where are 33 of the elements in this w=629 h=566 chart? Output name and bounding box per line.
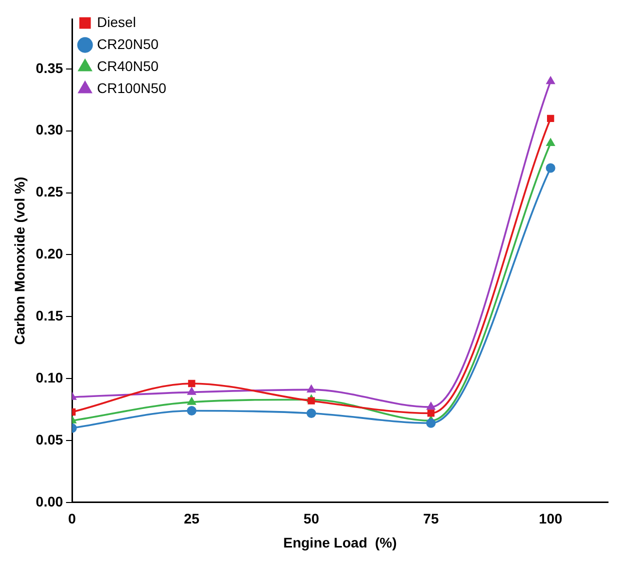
point bbox=[547, 114, 554, 122]
y-tick-label: 0.05 bbox=[36, 431, 64, 448]
y-tick-label: 0.10 bbox=[36, 369, 64, 386]
y-axis-title: Carbon Monoxide (vol %) bbox=[11, 176, 28, 345]
point bbox=[187, 387, 196, 395]
point bbox=[188, 380, 196, 388]
y-tick-label: 0.25 bbox=[36, 184, 64, 200]
legend-label: CR40N50 bbox=[97, 58, 159, 74]
legend-label: CR100N50 bbox=[97, 80, 167, 96]
point bbox=[308, 397, 315, 404]
x-tick-label: 100 bbox=[538, 510, 562, 527]
point bbox=[426, 402, 436, 410]
y-tick-label: 0.15 bbox=[36, 307, 64, 324]
x-axis-title: Engine Load (%) bbox=[283, 534, 397, 550]
point bbox=[546, 138, 555, 146]
y-tick-label: 0.35 bbox=[36, 60, 64, 76]
legend-label: CR20N50 bbox=[97, 36, 159, 52]
point bbox=[186, 406, 196, 416]
y-tick-label: 0.20 bbox=[36, 246, 64, 262]
point bbox=[427, 410, 435, 417]
point bbox=[546, 76, 555, 84]
point bbox=[546, 163, 556, 173]
x-tick-label: 75 bbox=[423, 510, 439, 527]
legend-label: Diesel bbox=[97, 14, 136, 30]
x-tick-label: 25 bbox=[184, 510, 200, 527]
point bbox=[307, 384, 316, 392]
y-tick-label: 0.30 bbox=[36, 122, 64, 138]
point bbox=[187, 397, 196, 405]
point bbox=[426, 418, 436, 428]
x-tick-label: 0 bbox=[68, 510, 76, 527]
x-tick-label: 50 bbox=[304, 510, 320, 527]
point bbox=[306, 408, 316, 418]
y-tick-label: 0.00 bbox=[36, 493, 64, 510]
